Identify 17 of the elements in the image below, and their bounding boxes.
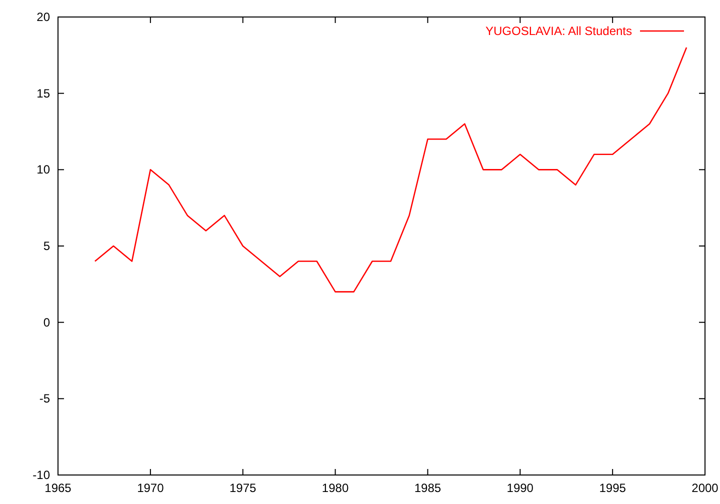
x-tick-label: 1980 — [322, 481, 349, 495]
legend-label: YUGOSLAVIA: All Students — [485, 24, 632, 38]
y-tick-label: 15 — [36, 86, 50, 100]
y-tick-label: 0 — [43, 315, 50, 330]
x-tick-label: 1985 — [414, 481, 442, 495]
y-tick-label: -5 — [39, 392, 50, 406]
y-tick-label: 5 — [43, 239, 50, 253]
y-tick-label: 10 — [36, 162, 50, 177]
y-tick-label: -10 — [32, 468, 50, 482]
x-tick-label: 1975 — [230, 481, 257, 495]
line-series — [94, 46, 688, 292]
x-tick-label: 1995 — [599, 481, 626, 495]
x-tick-label: 1990 — [506, 481, 534, 495]
x-tick-label: 1965 — [44, 481, 72, 495]
y-tick-label: 20 — [36, 10, 50, 24]
x-tick-label: 2000 — [692, 481, 719, 495]
x-tick-label: 1970 — [137, 481, 164, 495]
